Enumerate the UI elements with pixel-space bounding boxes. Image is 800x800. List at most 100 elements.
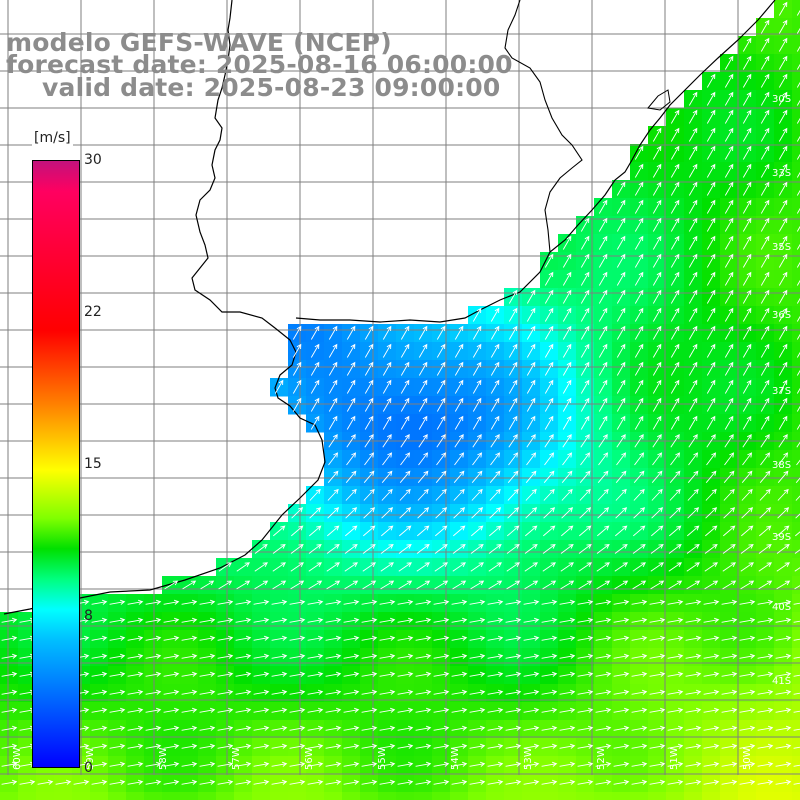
wind-arrow	[379, 761, 396, 767]
wind-arrow	[163, 707, 180, 713]
wind-arrow	[724, 109, 734, 124]
wind-arrow	[595, 671, 612, 677]
wind-arrow	[379, 671, 396, 677]
wind-arrow	[417, 525, 430, 537]
wind-arrow	[109, 599, 126, 605]
wind-arrow	[760, 145, 770, 160]
wind-arrow	[346, 379, 356, 394]
wind-arrow	[361, 617, 378, 623]
wind-arrow	[577, 617, 594, 623]
wind-speed-cell	[792, 792, 800, 800]
wind-arrow	[253, 635, 270, 641]
wind-arrow	[652, 307, 662, 322]
wind-arrow	[759, 470, 771, 483]
wind-arrow	[452, 543, 466, 554]
wind-arrow	[778, 1, 788, 16]
wind-arrow	[253, 653, 270, 659]
wind-arrow	[793, 638, 800, 641]
wind-arrow	[616, 452, 627, 466]
wind-arrow	[580, 307, 590, 322]
longitude-label: 58W	[158, 747, 169, 770]
longitude-labels: 60W 59W 58W 57W 56W 55W 54W 53W 52W 51W 50W	[12, 747, 753, 770]
wind-arrow	[595, 653, 612, 659]
wind-arrow	[488, 580, 503, 590]
wind-arrow	[379, 653, 396, 659]
wind-arrow	[361, 779, 378, 785]
wind-arrow	[254, 580, 269, 590]
wind-arrow	[670, 325, 680, 340]
wind-arrow	[1, 653, 18, 659]
wind-arrow	[562, 415, 572, 430]
wind-arrow	[794, 549, 800, 554]
wind-arrow	[723, 470, 735, 483]
wind-arrow	[649, 707, 666, 713]
wind-arrow	[542, 580, 557, 590]
wind-arrow	[721, 599, 738, 605]
wind-arrow	[345, 525, 358, 537]
wind-arrow	[667, 761, 684, 767]
wind-arrow	[544, 415, 554, 430]
wind-arrow	[631, 635, 648, 641]
wind-arrow	[289, 743, 306, 749]
wind-arrow	[487, 725, 504, 731]
wind-speed-cell	[792, 144, 800, 163]
wind-arrow	[760, 91, 770, 106]
wind-arrow	[760, 307, 770, 322]
wind-arrow	[399, 507, 412, 519]
wind-arrow	[454, 343, 464, 358]
wind-arrow	[541, 635, 558, 641]
wind-arrow	[739, 653, 756, 659]
wind-arrow	[271, 653, 288, 659]
wind-arrow	[145, 599, 162, 605]
wind-arrow	[400, 415, 410, 430]
coast-line	[295, 0, 776, 323]
wind-arrow	[778, 217, 788, 232]
wind-arrow	[685, 743, 702, 749]
wind-arrow	[163, 671, 180, 677]
wind-arrow	[328, 434, 338, 448]
wind-arrow	[739, 599, 756, 605]
wind-arrow	[91, 635, 108, 641]
wind-arrow	[508, 361, 518, 376]
title-valid-date: valid date: 2025-08-23 09:00:00	[42, 73, 501, 102]
wind-arrow	[778, 199, 788, 214]
wind-arrow	[723, 525, 736, 537]
wind-arrow	[328, 452, 339, 466]
wind-arrow	[724, 397, 734, 412]
wind-arrow	[758, 562, 772, 572]
wind-arrow	[199, 599, 216, 605]
wind-speed-cell	[702, 792, 721, 800]
wind-arrow	[544, 325, 554, 340]
wind-arrow	[472, 434, 482, 448]
wind-arrow	[382, 379, 392, 394]
wind-arrow	[669, 488, 681, 501]
wind-arrow	[1, 671, 18, 677]
wind-arrow	[776, 543, 790, 554]
wind-arrow	[379, 689, 396, 695]
wind-arrow	[145, 671, 162, 677]
wind-arrow	[508, 325, 518, 340]
wind-arrow	[181, 671, 198, 677]
wind-speed-cell	[792, 504, 800, 523]
wind-arrow	[310, 343, 320, 358]
wind-arrow	[308, 580, 323, 590]
wind-arrow	[487, 779, 504, 785]
wind-arrow	[706, 379, 716, 394]
wind-arrow	[796, 387, 800, 394]
wind-arrow	[435, 507, 448, 519]
wind-arrow	[688, 434, 698, 448]
wind-arrow	[308, 543, 322, 554]
wind-arrow	[685, 761, 702, 767]
wind-arrow	[271, 599, 288, 605]
wind-arrow	[670, 379, 680, 394]
wind-arrow	[778, 91, 788, 106]
wind-arrow	[490, 397, 500, 412]
wind-arrow	[487, 617, 504, 623]
wind-arrow	[235, 635, 252, 641]
wind-arrow	[739, 671, 756, 677]
wind-arrow	[670, 163, 680, 178]
wind-arrow	[307, 653, 324, 659]
wind-arrow	[706, 235, 716, 250]
wind-arrow	[634, 163, 644, 178]
wind-arrow	[670, 397, 680, 412]
